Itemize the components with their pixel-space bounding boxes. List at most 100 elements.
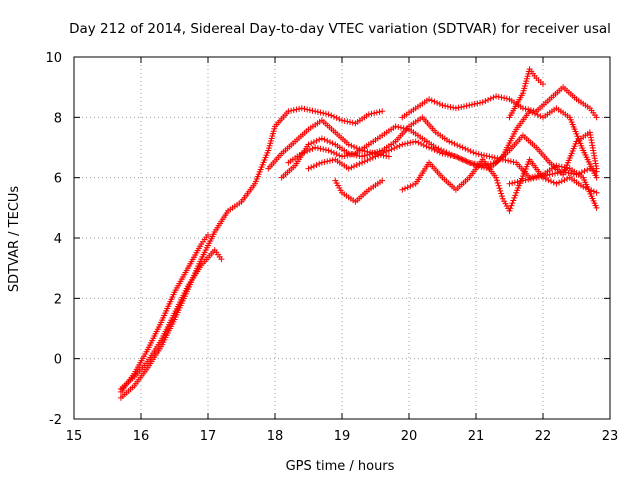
track-segment: [521, 134, 538, 149]
track-segment: [341, 191, 357, 204]
x-tick-label: 20: [401, 429, 418, 444]
track-segment: [159, 312, 177, 342]
track-segment: [548, 161, 565, 176]
x-axis-label: GPS time / hours: [286, 459, 395, 474]
data-point: [506, 180, 513, 187]
data-point: [493, 93, 500, 100]
track-segment: [266, 152, 284, 170]
track-segment: [314, 145, 329, 153]
y-tick-labels: -2 0 2 4 6 8 10: [45, 51, 62, 428]
track-segment: [395, 123, 410, 132]
track-segment: [341, 151, 356, 159]
track-segment: [159, 291, 177, 324]
track-segment: [381, 139, 397, 153]
track-segment: [334, 142, 350, 156]
x-tick-label: 16: [133, 429, 150, 444]
data-point: [479, 99, 486, 106]
track-segment: [314, 108, 329, 117]
data-point: [345, 165, 352, 172]
data-point: [412, 138, 419, 145]
track-segment: [401, 106, 417, 119]
track-segment: [321, 157, 336, 165]
data-point: [486, 153, 493, 160]
track-segment: [294, 128, 310, 143]
track-segment: [495, 149, 511, 164]
track-segment: [448, 139, 463, 150]
data-point: [379, 177, 386, 184]
track-segment: [534, 146, 552, 164]
track-segment: [172, 288, 190, 321]
track-segment: [328, 148, 343, 159]
track-segment: [401, 139, 417, 147]
data-point: [452, 105, 459, 112]
data-point: [553, 180, 560, 187]
data-point: [459, 144, 466, 151]
track-segment: [415, 139, 430, 150]
track-segment: [172, 267, 190, 294]
y-tick-label: -2: [49, 413, 62, 428]
data-point: [473, 150, 479, 157]
track-segment: [307, 118, 323, 131]
data-point: [593, 204, 600, 211]
y-tick-label: 8: [54, 111, 62, 126]
data-point: [540, 81, 546, 88]
track-segment: [535, 172, 551, 181]
track-segment: [361, 154, 376, 165]
data-point: [339, 153, 345, 160]
track-segment: [186, 264, 203, 288]
track-segment: [119, 384, 136, 400]
track-segment: [227, 200, 243, 213]
data-point: [312, 108, 319, 115]
track-segment: [320, 119, 337, 134]
track-segment: [132, 360, 150, 378]
track-segment: [361, 148, 376, 156]
track-segment: [368, 133, 383, 146]
series-track-11: [399, 156, 600, 214]
track-segment: [442, 102, 457, 111]
data-point: [205, 231, 211, 238]
data-point: [318, 135, 325, 142]
data-point: [426, 96, 433, 103]
track-segment: [587, 132, 600, 170]
track-segment: [556, 175, 571, 186]
track-segment: [301, 145, 316, 156]
series-track-2: [117, 247, 225, 392]
track-segment: [354, 188, 370, 204]
track-segment: [575, 97, 591, 110]
data-point: [533, 174, 540, 181]
track-segment: [468, 99, 484, 108]
x-tick-labels: 15 16 17 18 19 20 21 22 23: [66, 429, 619, 444]
track-segment: [529, 109, 544, 120]
data-point: [305, 165, 312, 172]
track-segment: [475, 151, 490, 159]
data-point: [365, 111, 372, 118]
x-tick-label: 22: [535, 429, 552, 444]
data-point: [593, 174, 600, 181]
track-segment: [421, 136, 437, 149]
track-segment: [308, 136, 323, 147]
data-point: [385, 153, 392, 160]
track-segment: [421, 116, 438, 134]
data-point: [305, 141, 312, 148]
track-segment: [535, 77, 544, 86]
data-point: [312, 144, 319, 151]
track-segment: [308, 160, 323, 171]
data-point: [399, 141, 406, 148]
x-tick-label: 19: [334, 429, 351, 444]
series-track-10: [332, 177, 386, 205]
track-segment: [462, 145, 477, 156]
track-segment: [495, 93, 510, 102]
track-segment: [368, 179, 383, 192]
track-segment: [321, 136, 336, 147]
data-point: [560, 168, 567, 175]
data-point: [318, 159, 325, 166]
series-track-5: [265, 117, 392, 172]
data-point: [452, 153, 459, 160]
data-point: [379, 108, 386, 115]
data-point: [426, 144, 433, 151]
track-segment: [334, 131, 350, 146]
track-segment: [159, 318, 177, 348]
track-segment: [549, 169, 564, 178]
track-segment: [522, 175, 537, 184]
